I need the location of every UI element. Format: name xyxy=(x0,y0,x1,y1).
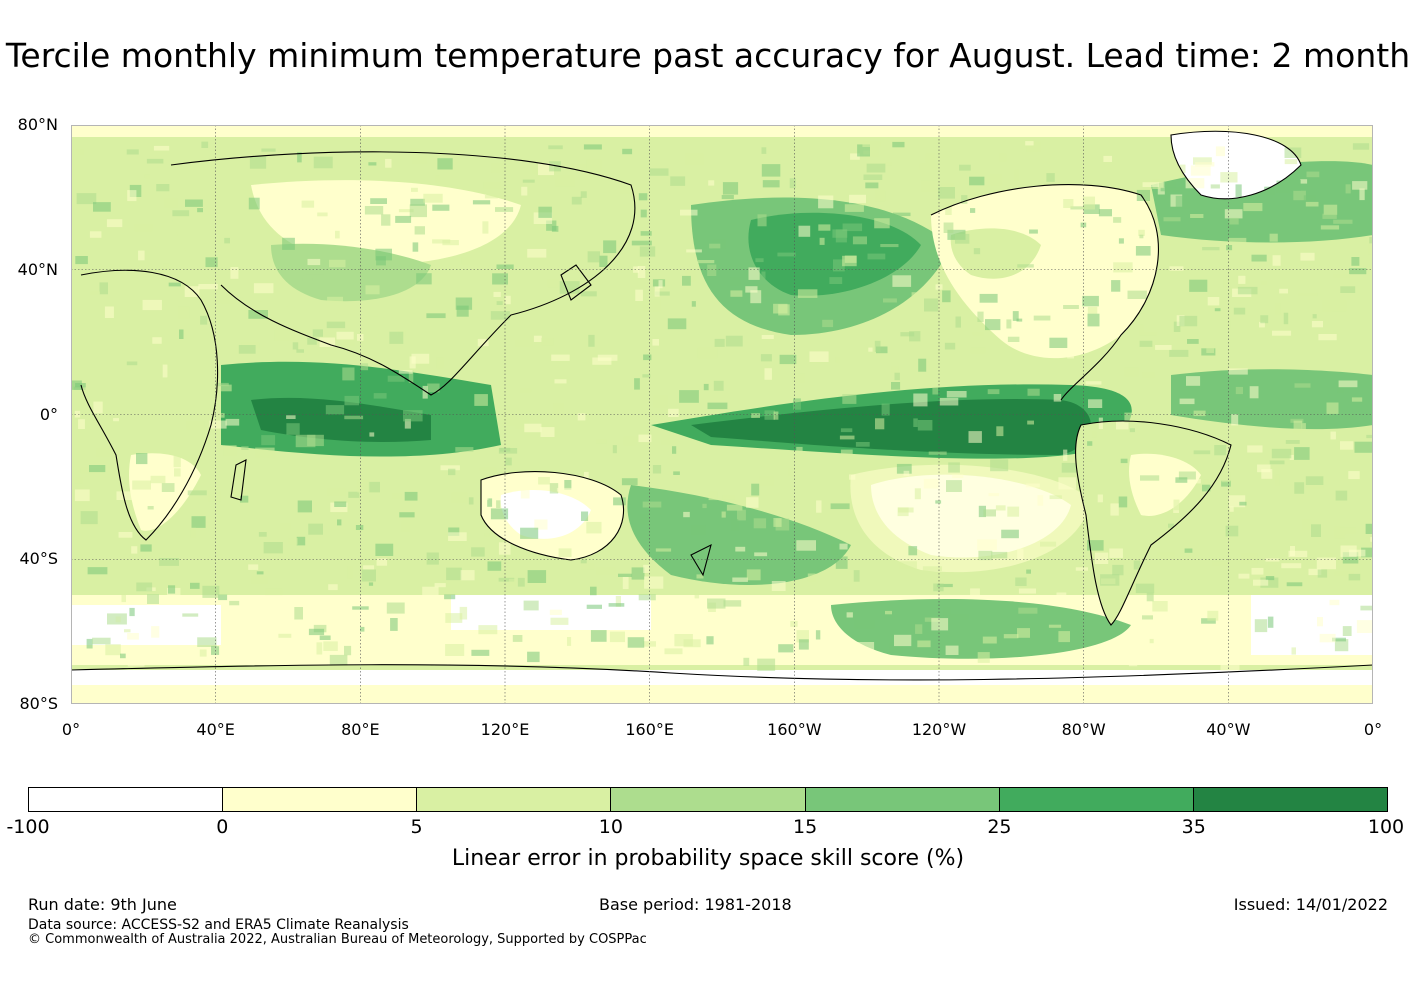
coastlines xyxy=(71,130,1373,681)
skill-score-map xyxy=(71,125,1373,704)
lon-label: 120°W xyxy=(911,720,967,739)
colorbar-tick-label: 5 xyxy=(410,816,423,838)
graticule xyxy=(71,125,1373,704)
coast-madagascar xyxy=(230,459,247,501)
colorbar-bin xyxy=(1193,788,1387,811)
colorbar-tick-label: 10 xyxy=(598,816,623,838)
lat-label: 80°S xyxy=(19,694,58,713)
colorbar-bin xyxy=(805,788,1000,811)
coast-australia xyxy=(480,471,625,561)
colorbar-bin xyxy=(223,788,418,811)
colorbar-label: Linear error in probability space skill … xyxy=(451,846,965,871)
lon-label: 80°W xyxy=(1061,720,1106,739)
coast-south-america xyxy=(1075,420,1232,626)
coast-north-america xyxy=(930,184,1159,401)
lon-label: 120°E xyxy=(480,720,530,739)
north-america xyxy=(931,184,1159,359)
southeast-pacific-yellow xyxy=(850,464,1091,573)
colorbar-tick-label: -100 xyxy=(6,816,50,838)
data-source: Data source: ACCESS-S2 and ERA5 Climate … xyxy=(28,917,409,933)
map-title: Tercile monthly minimum temperature past… xyxy=(5,36,1411,75)
lon-label: 0° xyxy=(61,720,81,739)
lon-label: 80°E xyxy=(341,720,380,739)
coast-antarctica xyxy=(71,664,1373,681)
coast-eurasia xyxy=(170,151,636,396)
issued-date: Issued: 14/01/2022 xyxy=(1233,895,1388,914)
colorbar-tick-label: 100 xyxy=(1367,816,1405,838)
coast-africa xyxy=(80,269,219,541)
colorbar-bin xyxy=(417,788,612,811)
south-america-white xyxy=(1129,453,1201,516)
colorbar-bin xyxy=(29,788,224,811)
south-pacific-band xyxy=(627,485,851,585)
skill-speckle xyxy=(71,141,1373,671)
equatorial-pacific-core xyxy=(691,399,1091,455)
coast-greenland xyxy=(1170,130,1302,200)
lon-label: 0° xyxy=(1363,720,1383,739)
lon-label: 40°W xyxy=(1206,720,1251,739)
lat-label: 0° xyxy=(39,404,58,424)
colorbar-tick-label: 35 xyxy=(1181,816,1206,838)
lat-label: 80°N xyxy=(17,115,58,134)
colorbar-tick-label: 0 xyxy=(216,816,229,838)
coast-japan xyxy=(560,264,592,301)
lat-label: 40°N xyxy=(17,259,58,279)
lon-label: 40°E xyxy=(196,720,235,739)
arctic-strip xyxy=(71,125,1373,137)
north-pacific-core xyxy=(748,212,921,296)
colorbar-tick-label: 25 xyxy=(987,816,1012,838)
lon-label: 160°E xyxy=(625,720,674,739)
antarctica-edge xyxy=(71,685,1373,704)
australia-white xyxy=(500,490,591,539)
colorbar xyxy=(28,787,1388,812)
colorbar-tick-label: 15 xyxy=(793,816,818,838)
coast-new-zealand xyxy=(690,543,712,577)
base-period: Base period: 1981-2018 xyxy=(599,895,792,914)
run-date: Run date: 9th June xyxy=(28,895,177,914)
colorbar-bin xyxy=(611,788,806,811)
lon-label: 160°W xyxy=(767,720,822,739)
lat-label: 40°S xyxy=(19,549,58,569)
atlantic-band xyxy=(1171,369,1373,430)
copyright: © Commonwealth of Australia 2022, Austra… xyxy=(28,932,647,947)
colorbar-bin xyxy=(999,788,1194,811)
skill-field xyxy=(71,125,1373,704)
